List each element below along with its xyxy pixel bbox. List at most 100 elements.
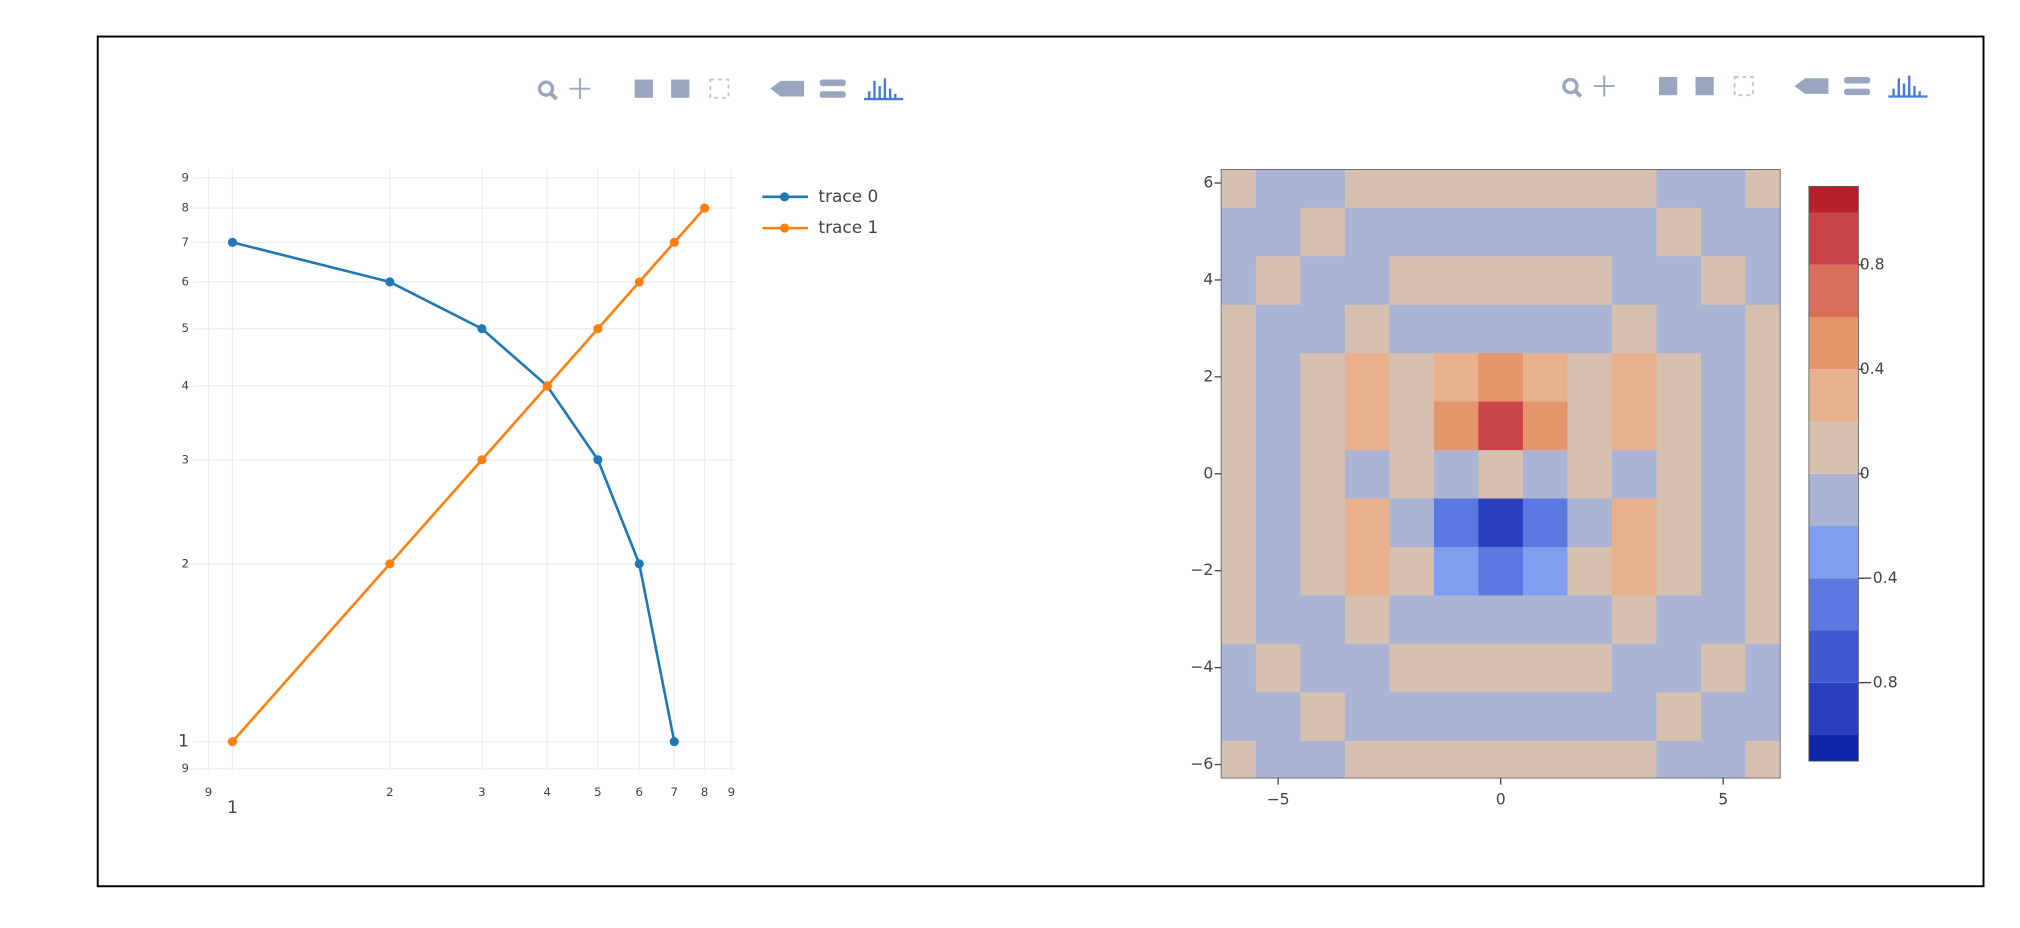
contour-cell <box>1611 643 1657 693</box>
contour-cell <box>1522 169 1568 208</box>
contour-cell <box>1700 449 1747 499</box>
contour-cell <box>1433 740 1479 779</box>
contour-cell <box>1611 304 1657 354</box>
contour-cell <box>1344 546 1390 596</box>
contour-cell <box>1221 546 1257 596</box>
contour-cell <box>1567 691 1613 741</box>
contour-cell <box>1389 255 1435 305</box>
contour-cell <box>1344 594 1390 644</box>
contour-cell <box>1611 401 1657 451</box>
y-tick-label: −2 <box>1190 560 1213 579</box>
contour-cell <box>1221 594 1257 644</box>
contour-cell <box>1745 207 1781 257</box>
contour-cell <box>1656 207 1702 257</box>
contour-cell <box>1389 643 1435 693</box>
contour-cell <box>1221 169 1257 208</box>
contour-cell <box>1745 169 1781 208</box>
contour-cell <box>1300 304 1346 354</box>
contour-cell <box>1522 255 1568 305</box>
x-tick-label: 9 <box>728 785 735 799</box>
colorbar-band <box>1808 473 1859 527</box>
contour-cell <box>1433 546 1479 596</box>
modebar[interactable] <box>1561 73 1930 99</box>
contour-cell <box>1389 546 1435 596</box>
contour-cell <box>1700 498 1747 547</box>
contour-cell <box>1522 352 1568 402</box>
contour-cell <box>1255 352 1301 402</box>
contour-cell <box>1611 352 1657 402</box>
contour-cell <box>1344 643 1390 693</box>
contour-cell <box>1611 169 1657 208</box>
contour-cell <box>1478 691 1524 741</box>
y-tick-label: −6 <box>1190 754 1213 773</box>
marker <box>385 277 395 287</box>
contour-cell <box>1745 643 1781 693</box>
contour-cell <box>1745 691 1781 741</box>
legend-label[interactable]: trace 0 <box>818 186 878 206</box>
contour-cell <box>1700 643 1747 693</box>
marker <box>477 324 487 334</box>
contour-cell <box>1221 740 1257 779</box>
colorbar-tick-label: 0.8 <box>1860 254 1885 273</box>
x-tick-label: −5 <box>1267 790 1290 809</box>
contour-cell <box>1433 449 1479 499</box>
contour-cell <box>1656 449 1702 499</box>
contour-cell <box>1522 594 1568 644</box>
contour-cell <box>1344 449 1390 499</box>
legend-label[interactable]: trace 1 <box>818 217 878 237</box>
colorbar-band <box>1808 526 1859 579</box>
y-tick-label: 4 <box>181 378 188 392</box>
y-tick-label: 9 <box>181 170 188 184</box>
y-tick-label: 5 <box>181 321 188 335</box>
contour-cell <box>1255 498 1301 547</box>
contour-cell <box>1433 643 1479 693</box>
series-line <box>231 207 706 743</box>
contour-cell <box>1567 401 1613 451</box>
contour-cell <box>1700 691 1747 741</box>
marker <box>700 203 710 213</box>
contour-cell <box>1522 207 1568 257</box>
contour-cell <box>1745 546 1781 596</box>
legend-marker <box>779 223 790 233</box>
contour-cell <box>1433 594 1479 644</box>
contour-cell <box>1656 643 1702 693</box>
colorbar-band <box>1808 630 1859 683</box>
contour-cell <box>1389 401 1435 451</box>
contour-cell <box>1478 449 1524 499</box>
contour-cell <box>1221 498 1257 547</box>
modebar[interactable] <box>537 76 906 102</box>
contour-cell <box>1611 691 1657 741</box>
contour-cell <box>1433 207 1479 257</box>
y-tick-label: 6 <box>1203 173 1213 192</box>
x-tick-label: 0 <box>1496 790 1506 809</box>
contour-cell <box>1700 546 1747 596</box>
contour-cell <box>1433 352 1479 402</box>
contour-cell <box>1656 401 1702 451</box>
contour-cells <box>1221 169 1781 779</box>
x-tick-label: 5 <box>1718 790 1728 809</box>
contour-cell <box>1255 169 1301 208</box>
y-tick-label: 4 <box>1203 269 1213 288</box>
contour-cell <box>1656 255 1702 305</box>
contour-cell <box>1255 401 1301 451</box>
contour-cell <box>1300 255 1346 305</box>
contour-cell <box>1344 169 1390 208</box>
marker <box>542 381 552 391</box>
contour-cell <box>1255 449 1301 499</box>
y-tick-label: 2 <box>1203 366 1213 385</box>
contour-cell <box>1255 691 1301 741</box>
y-tick-label: 9 <box>181 761 188 775</box>
contour-cell <box>1700 594 1747 644</box>
contour-cell <box>1700 352 1747 402</box>
contour-cell <box>1478 740 1524 779</box>
colorbar-tick-label: −0.4 <box>1860 568 1898 587</box>
contour-cell <box>1433 255 1479 305</box>
y-tick-label: 6 <box>181 274 188 288</box>
contour-cell <box>1700 401 1747 451</box>
contour-cell <box>1389 740 1435 779</box>
contour-cell <box>1389 691 1435 741</box>
contour-cell <box>1433 498 1479 547</box>
contour-cell <box>1389 304 1435 354</box>
